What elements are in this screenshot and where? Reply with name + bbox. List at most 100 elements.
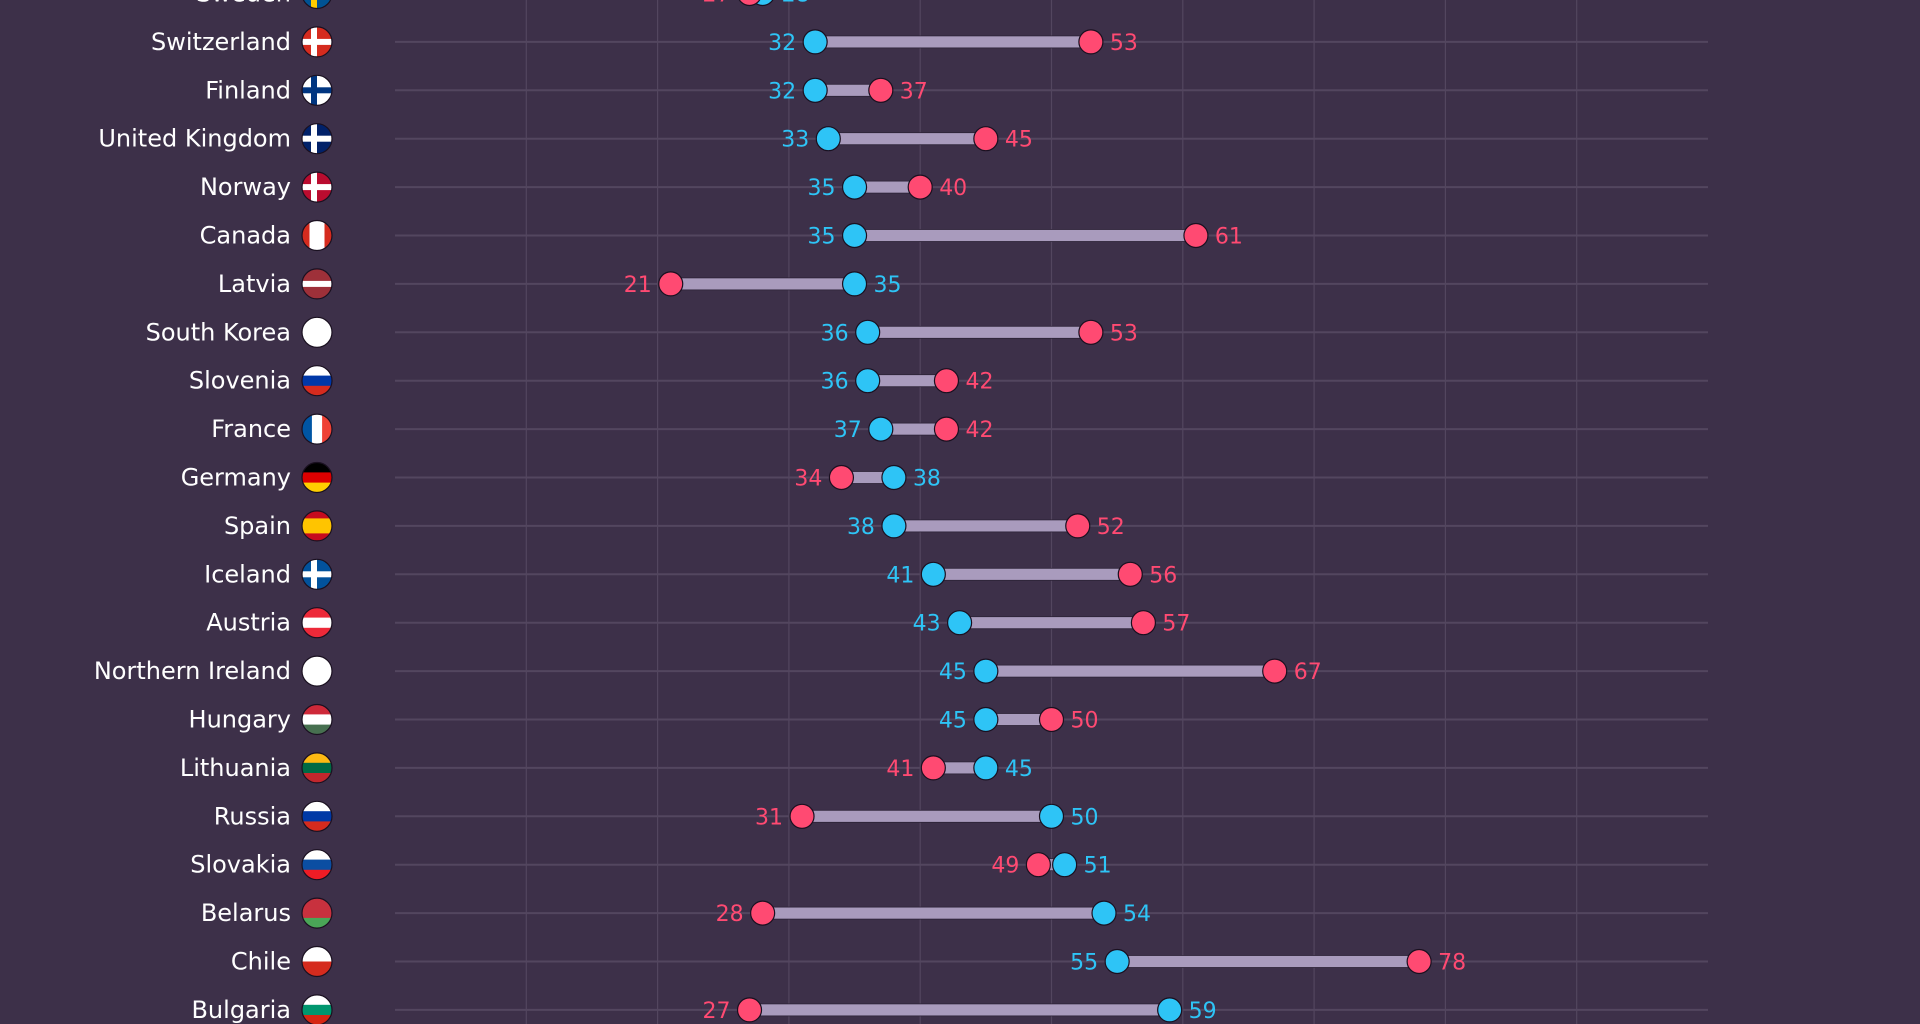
blue-value-label: 59	[1189, 999, 1217, 1024]
pink-value-label: 27	[703, 999, 731, 1024]
flag-icon	[302, 365, 332, 396]
row-united-kingdom: United Kingdom 33 45	[98, 123, 1708, 155]
country-label: Northern Ireland	[94, 657, 291, 685]
row-spain: Spain 38 52	[224, 510, 1708, 542]
row-russia: Russia 50 31	[214, 800, 1708, 832]
row-slovakia: Slovakia 51 49	[190, 849, 1708, 881]
range-bar	[827, 132, 987, 146]
row-iceland: Iceland 41 56	[204, 558, 1708, 590]
row-south-korea: South Korea 36 53	[146, 316, 1708, 348]
blue-value-label: 45	[1005, 757, 1033, 782]
pink-value-label: 40	[939, 176, 967, 201]
blue-dot	[973, 706, 999, 733]
blue-value-label: 38	[913, 467, 941, 492]
flag-icon	[302, 510, 332, 541]
pink-value-label: 31	[755, 805, 783, 830]
pink-value-label: 37	[900, 79, 928, 104]
pink-dot	[933, 416, 960, 442]
blue-value-label: 35	[808, 225, 836, 250]
flag-icon	[302, 75, 332, 106]
country-label: Germany	[181, 464, 291, 492]
flag-icon	[302, 559, 332, 590]
blue-value-label: 35	[874, 273, 902, 298]
flag-icon	[302, 607, 332, 638]
blue-dot	[802, 29, 828, 55]
blue-value-label: 45	[939, 709, 967, 734]
blue-value-label: 33	[781, 128, 809, 153]
pink-value-label: 42	[965, 370, 993, 395]
country-label: Sweden	[196, 0, 291, 8]
blue-dot	[1157, 997, 1183, 1023]
range-bar	[1116, 955, 1420, 968]
row-austria: Austria 43 57	[206, 607, 1708, 639]
row-latvia: Latvia 35 21	[218, 268, 1708, 300]
country-label: Norway	[200, 173, 291, 201]
pink-dot	[868, 77, 894, 103]
pink-value-label: 50	[1071, 709, 1099, 734]
flag-icon	[302, 994, 332, 1024]
pink-value-label: 21	[624, 273, 652, 298]
country-label: Latvia	[218, 270, 291, 298]
pink-value-label: 41	[886, 757, 914, 782]
pink-dot	[789, 803, 815, 829]
country-label: Iceland	[204, 560, 291, 588]
blue-value-label: 32	[768, 79, 796, 104]
country-label: Canada	[200, 222, 291, 250]
country-label: Slovenia	[189, 367, 291, 395]
blue-value-label: 55	[1070, 951, 1098, 976]
range-bar	[814, 35, 1092, 49]
pink-value-label: 53	[1110, 31, 1138, 56]
pink-dot	[828, 464, 855, 491]
blue-dot	[868, 416, 894, 442]
country-label: Hungary	[189, 706, 291, 734]
range-bar	[867, 325, 1092, 339]
blue-dot	[1104, 948, 1130, 975]
country-label: Chile	[231, 948, 291, 976]
pink-value-label: 57	[1162, 612, 1190, 637]
pink-dot	[907, 174, 933, 200]
flag-icon	[302, 123, 332, 154]
row-slovenia: Slovenia 36 42	[189, 365, 1708, 397]
country-label: Austria	[206, 609, 291, 637]
flag-icon	[302, 801, 332, 832]
pink-dot	[973, 126, 999, 152]
pink-dot	[933, 368, 960, 394]
blue-dot	[841, 222, 868, 249]
row-finland: Finland 32 37	[205, 74, 1708, 106]
pink-value-label: 27	[703, 0, 731, 8]
flag-icon	[302, 946, 332, 977]
flag-icon	[302, 172, 332, 203]
pink-dot	[1183, 222, 1209, 249]
pink-value-label: 42	[965, 418, 993, 443]
blue-value-label: 35	[808, 176, 836, 201]
pink-value-label: 56	[1149, 563, 1177, 588]
range-bar	[932, 567, 1131, 581]
row-northern-ireland: Northern Ireland 45 67	[94, 655, 1708, 687]
blue-value-label: 36	[821, 321, 849, 346]
country-label: Bulgaria	[191, 996, 291, 1024]
row-hungary: Hungary 45 50	[189, 703, 1708, 736]
pink-value-label: 53	[1110, 321, 1138, 346]
blue-dot	[1052, 852, 1078, 878]
range-bar	[749, 1003, 1171, 1017]
country-label: Lithuania	[180, 754, 291, 782]
blue-value-label: 50	[1071, 805, 1099, 830]
row-germany: Germany 38 34	[181, 461, 1708, 494]
blue-dot	[855, 368, 881, 394]
country-label: Belarus	[201, 899, 291, 927]
blue-value-label: 45	[939, 660, 967, 685]
flag-icon	[302, 898, 332, 929]
row-belarus: Belarus 54 28	[201, 897, 1708, 929]
range-bar	[854, 229, 1197, 242]
pink-value-label: 34	[794, 467, 822, 492]
row-france: France 37 42	[211, 413, 1708, 445]
flag-icon	[302, 220, 332, 251]
pink-dot	[1130, 610, 1157, 636]
flag-icon	[302, 462, 332, 493]
pink-value-label: 49	[991, 854, 1019, 879]
pink-value-label: 61	[1215, 225, 1243, 250]
row-switzerland: Switzerland 32 53	[151, 26, 1708, 58]
pink-dot	[1262, 658, 1288, 684]
blue-dot	[973, 658, 999, 684]
